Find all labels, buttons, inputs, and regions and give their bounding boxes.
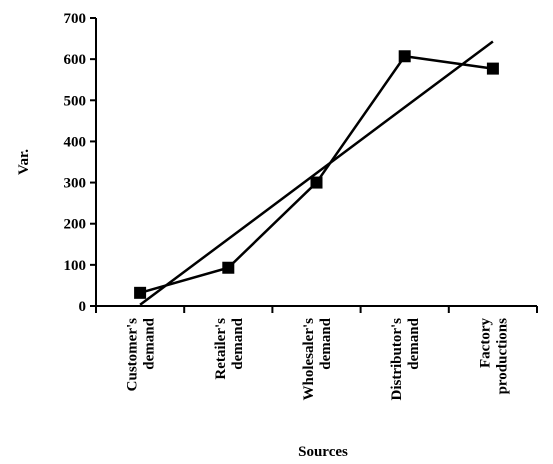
x-axis-title: Sources	[298, 444, 348, 459]
y-tick-label: 700	[64, 11, 87, 27]
x-category-label: Retailer's demand	[213, 317, 246, 379]
x-ticks: Customer's demand Retailer's demand Wholesal…	[95, 306, 538, 401]
y-tick-label: 300	[64, 176, 87, 192]
x-category-label-line: Factory	[477, 318, 493, 368]
y-tick-label: 400	[64, 134, 87, 150]
x-category-label-line: demand	[142, 317, 158, 369]
data-point-marker	[134, 286, 147, 299]
y-tick-label: 600	[64, 52, 87, 68]
trendline	[139, 40, 494, 306]
x-category-label: Factory productions	[477, 318, 510, 395]
x-category-label-line: Wholesaler's	[301, 318, 317, 401]
data-point-marker	[222, 261, 235, 274]
data-point-marker	[310, 176, 323, 189]
x-category-label-line: demand	[318, 317, 334, 369]
data-point-marker	[486, 62, 499, 75]
x-category-label-line: demand	[230, 317, 246, 369]
series-group	[134, 50, 499, 299]
y-tick-label: 200	[64, 217, 87, 233]
x-category-label-line: Retailer's	[213, 318, 229, 380]
x-category-label: Customer's demand	[125, 317, 158, 391]
x-category-label-line: Customer's	[125, 318, 141, 391]
axes	[95, 18, 537, 307]
x-category-label: Distributor's demand	[389, 317, 422, 400]
trendline-group	[139, 40, 494, 306]
x-category-label-line: Distributor's	[389, 318, 405, 401]
y-tick-label: 100	[64, 258, 87, 274]
y-axis-title: Var.	[16, 149, 32, 175]
x-category-label-line: productions	[494, 318, 510, 395]
x-category-label-line: demand	[406, 317, 422, 369]
x-category-label: Wholesaler's demand	[301, 317, 334, 400]
y-ticks: 0 100 200 300 400 500 600 700	[64, 11, 96, 315]
data-point-marker	[398, 50, 411, 63]
y-tick-label: 0	[79, 299, 87, 315]
y-tick-label: 500	[64, 93, 87, 109]
